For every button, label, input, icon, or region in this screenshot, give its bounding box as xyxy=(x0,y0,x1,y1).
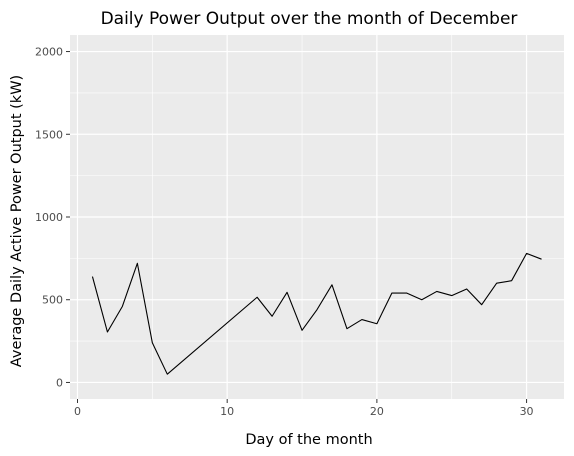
y-axis-label: Average Daily Active Power Output (kW) xyxy=(9,75,25,367)
x-tick-label: 0 xyxy=(74,405,81,418)
x-tick-label: 20 xyxy=(370,405,384,418)
major-gridlines xyxy=(70,35,564,399)
y-tick-label: 500 xyxy=(42,294,63,307)
x-axis-label: Day of the month xyxy=(245,432,372,448)
x-tick-label: 30 xyxy=(520,405,534,418)
x-tick-label: 10 xyxy=(220,405,234,418)
y-tick-label: 2000 xyxy=(35,46,63,59)
x-axis-ticks: 0 10 20 30 xyxy=(74,399,534,418)
chart-title: Daily Power Output over the month of Dec… xyxy=(101,9,518,29)
y-tick-label: 1000 xyxy=(35,211,63,224)
series-layer xyxy=(91,252,542,375)
y-axis-ticks: 0 500 1000 1500 2000 xyxy=(35,46,70,389)
series-line-1 xyxy=(91,252,542,375)
y-tick-label: 1500 xyxy=(35,128,63,141)
y-tick-label: 0 xyxy=(56,376,63,389)
